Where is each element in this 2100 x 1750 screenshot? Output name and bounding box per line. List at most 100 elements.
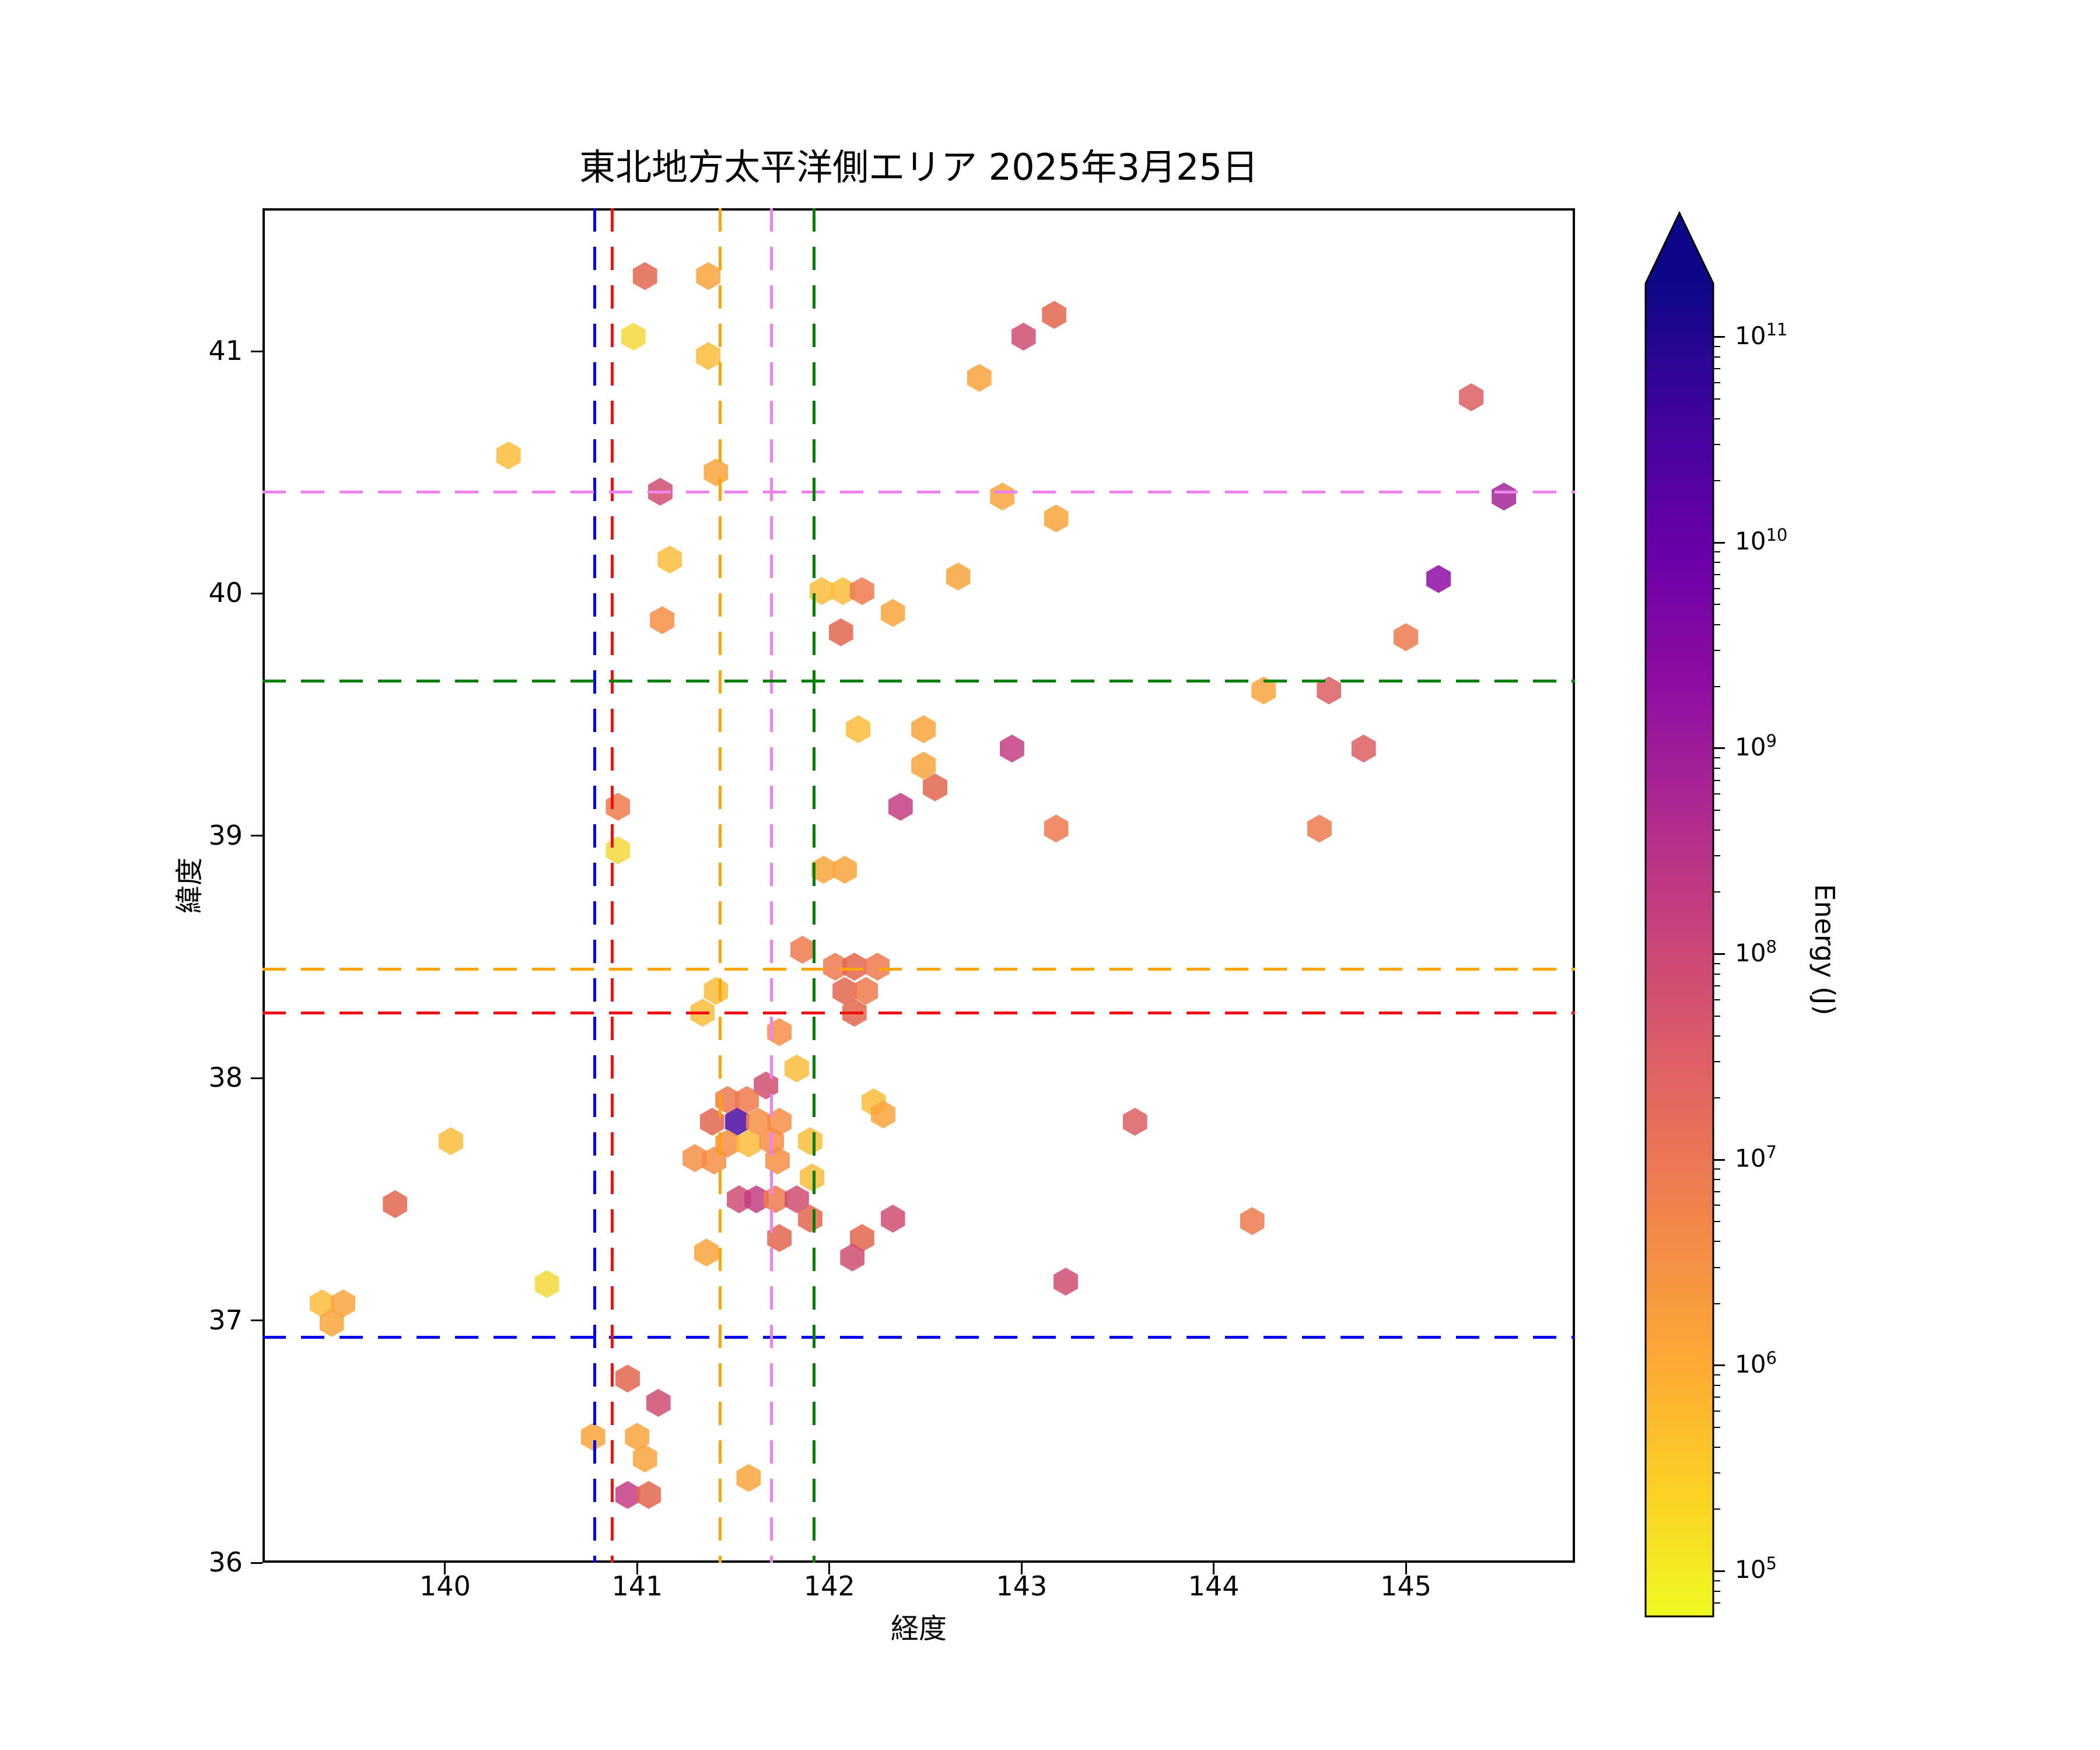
data-point-hex (632, 262, 657, 290)
colorbar-minor-tick (1713, 1447, 1720, 1448)
colorbar-minor-tick (1713, 418, 1720, 419)
colorbar-minor-tick (1713, 1179, 1720, 1181)
data-point-hex (736, 1129, 761, 1158)
data-point-hex (1492, 482, 1517, 511)
data-point-hex (1044, 814, 1069, 843)
colorbar-minor-tick (1713, 1384, 1720, 1386)
data-point-hex (784, 1054, 809, 1083)
y-tick (251, 592, 262, 594)
data-point-hex (319, 1308, 344, 1337)
data-point-hex (606, 793, 631, 821)
colorbar-minor-tick (1713, 1590, 1720, 1592)
x-tick (1405, 1563, 1407, 1574)
refline-green-vertical (812, 208, 816, 1563)
y-tick (251, 1320, 262, 1322)
data-point-hex (880, 598, 905, 627)
x-tick-label: 141 (611, 1570, 663, 1602)
colorbar-major-tick (1713, 1570, 1725, 1572)
refline-orange-horizontal (262, 967, 1575, 971)
data-point-hex (1042, 300, 1067, 329)
colorbar-minor-tick (1713, 624, 1720, 625)
refline-red-vertical (611, 208, 614, 1563)
colorbar-tick-label: 107 (1735, 1142, 1777, 1173)
data-point-hex (763, 1185, 788, 1213)
colorbar-tick-label: 106 (1735, 1348, 1777, 1378)
colorbar-minor-tick (1713, 1191, 1720, 1192)
y-tick (251, 350, 262, 352)
data-point-hex (765, 1146, 790, 1175)
colorbar-minor-tick (1713, 1303, 1720, 1304)
refline-red-horizontal (262, 1011, 1575, 1014)
data-point-hex (1307, 814, 1332, 843)
refline-blue-horizontal (262, 1336, 1575, 1339)
data-point-hex (606, 836, 631, 864)
data-point-hex (797, 1127, 822, 1156)
data-point-hex (636, 1480, 662, 1509)
data-point-hex (704, 977, 729, 1005)
colorbar-minor-tick (1713, 830, 1720, 831)
colorbar-minor-tick (1713, 562, 1720, 564)
colorbar-minor-tick (1713, 1097, 1720, 1099)
data-point-hex (853, 977, 878, 1005)
x-tick (1020, 1563, 1023, 1574)
x-tick (828, 1563, 831, 1574)
colorbar-major-tick (1713, 336, 1725, 338)
colorbar-minor-tick (1713, 1602, 1720, 1604)
colorbar-bar (1644, 211, 1714, 1618)
colorbar-minor-tick (1713, 356, 1720, 358)
data-point-hex (615, 1364, 640, 1393)
data-point-hex (1044, 504, 1069, 533)
colorbar-minor-tick (1713, 345, 1720, 347)
colorbar-minor-tick (1713, 398, 1720, 400)
colorbar-minor-tick (1713, 779, 1720, 781)
colorbar-minor-tick (1713, 1374, 1720, 1376)
data-point-hex (702, 1146, 727, 1175)
colorbar-minor-tick (1713, 1580, 1720, 1581)
data-point-hex (657, 545, 682, 574)
colorbar-minor-tick (1713, 604, 1720, 606)
colorbar-minor-tick (1713, 444, 1720, 446)
y-axis-label: 緯度 (173, 857, 206, 914)
colorbar-minor-tick (1713, 999, 1720, 1000)
colorbar-minor-tick (1713, 973, 1720, 975)
refline-blue-vertical (593, 208, 597, 1563)
colorbar-minor-tick (1713, 963, 1720, 964)
x-tick (444, 1563, 446, 1574)
y-tick (251, 1562, 262, 1564)
y-tick-label: 37 (208, 1304, 243, 1336)
data-point-hex (800, 1163, 825, 1192)
data-point-hex (1054, 1268, 1078, 1296)
colorbar-minor-tick (1713, 757, 1720, 759)
colorbar-minor-tick (1713, 1168, 1720, 1170)
chart-title: 東北地方太平洋側エリア 2025年3月25日 (579, 146, 1258, 188)
colorbar-minor-tick (1713, 587, 1720, 589)
x-tick-label: 145 (1380, 1570, 1432, 1602)
data-point-hex (694, 1238, 719, 1267)
data-point-hex (736, 1464, 761, 1492)
data-point-hex (888, 793, 913, 821)
colorbar-minor-tick (1713, 891, 1720, 893)
data-point-hex (580, 1423, 606, 1451)
refline-orange-vertical (718, 208, 722, 1563)
y-tick-label: 39 (208, 819, 243, 851)
data-point-hex (865, 953, 890, 981)
colorbar-minor-tick (1713, 1205, 1720, 1206)
data-point-hex (967, 363, 992, 392)
x-tick (636, 1563, 638, 1574)
colorbar-minor-tick (1713, 382, 1720, 383)
data-point-hex (1459, 383, 1484, 411)
data-point-hex (846, 715, 871, 744)
refline-violet-vertical (770, 208, 774, 1563)
colorbar-tick-label: 108 (1735, 936, 1777, 967)
colorbar-minor-tick (1713, 810, 1720, 811)
x-tick (1213, 1563, 1215, 1574)
y-tick (251, 1077, 262, 1079)
y-tick (251, 835, 262, 837)
data-point-hex (1240, 1207, 1265, 1236)
y-tick-label: 38 (208, 1062, 243, 1094)
colorbar-minor-tick (1713, 855, 1720, 857)
data-point-hex (696, 262, 721, 290)
data-point-hex (1394, 623, 1419, 652)
colorbar-minor-tick (1713, 1221, 1720, 1223)
